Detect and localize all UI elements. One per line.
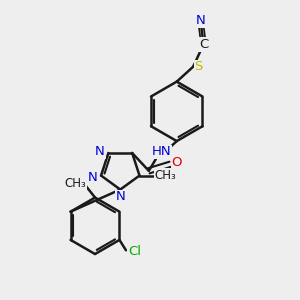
Text: N: N [116, 190, 125, 203]
Text: N: N [88, 171, 98, 184]
Text: CH₃: CH₃ [65, 177, 87, 190]
Text: HN: HN [152, 145, 172, 158]
Text: Cl: Cl [128, 245, 141, 258]
Text: N: N [196, 14, 206, 27]
Text: O: O [172, 156, 182, 169]
Text: S: S [194, 60, 202, 73]
Text: N: N [95, 145, 105, 158]
Text: C: C [199, 38, 208, 51]
Text: CH₃: CH₃ [154, 169, 176, 182]
